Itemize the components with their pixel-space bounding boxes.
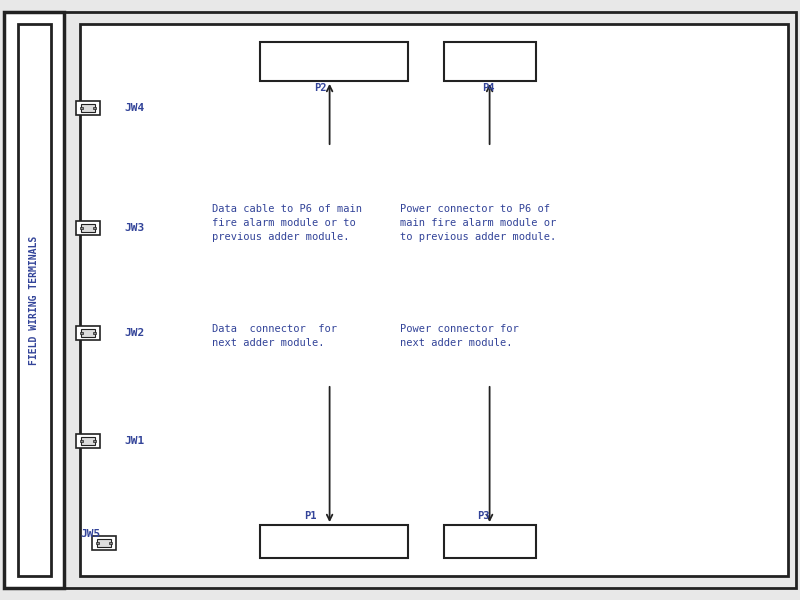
Bar	[80, 24, 788, 576]
Bar	[82, 224, 94, 232]
Text: P3: P3	[478, 511, 490, 521]
Text: Data  connector  for
next adder module.: Data connector for next adder module.	[212, 324, 337, 348]
Text: P4: P4	[482, 83, 494, 93]
Text: JW2: JW2	[124, 328, 144, 338]
Text: JW1: JW1	[124, 436, 144, 446]
Bar	[76, 434, 100, 448]
Bar	[93, 440, 96, 442]
Bar	[18, 24, 51, 576]
Text: FIELD WIRING TERMINALS: FIELD WIRING TERMINALS	[30, 235, 39, 365]
Bar	[80, 440, 83, 442]
Text: P2: P2	[314, 83, 326, 93]
Bar	[82, 437, 94, 445]
Bar	[93, 332, 96, 334]
Text: Power connector for
next adder module.: Power connector for next adder module.	[400, 324, 518, 348]
Bar	[82, 329, 94, 337]
Bar	[80, 332, 83, 334]
Bar	[82, 104, 94, 112]
Text: JW3: JW3	[124, 223, 144, 233]
Bar	[260, 42, 408, 81]
Bar	[444, 525, 536, 558]
Bar	[92, 536, 116, 550]
Text: JW5: JW5	[80, 529, 100, 539]
Bar	[80, 227, 83, 229]
Text: Power connector to P6 of
main fire alarm module or
to previous adder module.: Power connector to P6 of main fire alarm…	[400, 204, 556, 242]
Bar	[96, 542, 99, 544]
Text: JW4: JW4	[124, 103, 144, 113]
Bar	[98, 539, 110, 547]
Text: P1: P1	[304, 511, 317, 521]
Bar	[109, 542, 112, 544]
Bar	[76, 326, 100, 340]
Bar	[76, 101, 100, 115]
Text: Data cable to P6 of main
fire alarm module or to
previous adder module.: Data cable to P6 of main fire alarm modu…	[212, 204, 362, 242]
Bar	[260, 525, 408, 558]
Bar	[93, 107, 96, 109]
Bar	[4, 12, 64, 588]
Bar	[93, 227, 96, 229]
Bar	[80, 107, 83, 109]
Bar	[76, 221, 100, 235]
Bar	[444, 42, 536, 81]
